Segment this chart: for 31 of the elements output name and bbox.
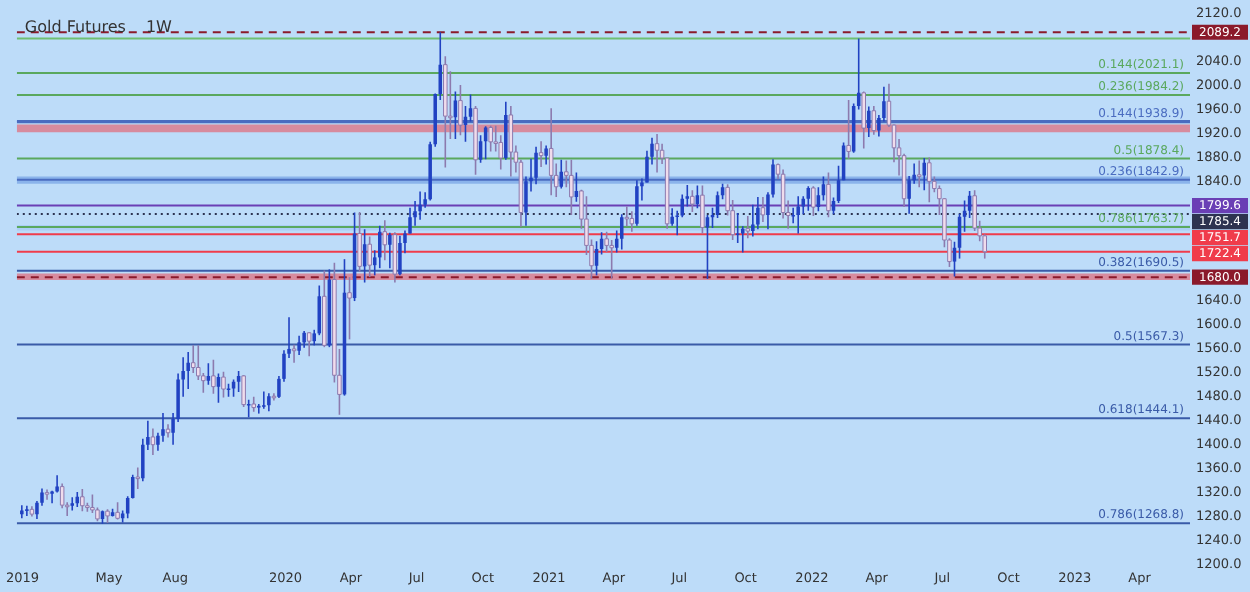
candlestick <box>347 276 352 341</box>
candlestick <box>927 156 932 204</box>
candlestick <box>186 351 190 390</box>
candlestick <box>20 504 24 520</box>
candlestick <box>559 159 564 190</box>
candlestick <box>811 185 816 217</box>
candlestick <box>70 496 74 512</box>
candlestick <box>796 195 800 235</box>
candlestick <box>297 334 301 356</box>
candlestick <box>756 196 760 231</box>
candlestick <box>619 213 624 251</box>
candlestick <box>378 224 382 269</box>
candlestick <box>161 412 165 443</box>
candlestick <box>922 157 927 192</box>
candlestick <box>443 55 448 169</box>
candlestick <box>504 100 508 161</box>
candlestick <box>544 144 548 166</box>
candlestick <box>413 200 417 227</box>
candlestick <box>867 105 871 138</box>
candlestick <box>418 190 422 221</box>
candlestick <box>635 179 639 227</box>
candlestick <box>388 232 392 269</box>
candlestick <box>751 203 755 238</box>
chart-title: Gold Futures <box>24 17 126 36</box>
candlestick <box>398 235 402 277</box>
candlestick <box>25 504 29 517</box>
candlestick <box>262 390 266 410</box>
candlestick <box>55 474 59 494</box>
candlestick <box>534 145 538 186</box>
chart-subtitle: 1W <box>145 17 173 36</box>
candlestick <box>458 84 463 137</box>
